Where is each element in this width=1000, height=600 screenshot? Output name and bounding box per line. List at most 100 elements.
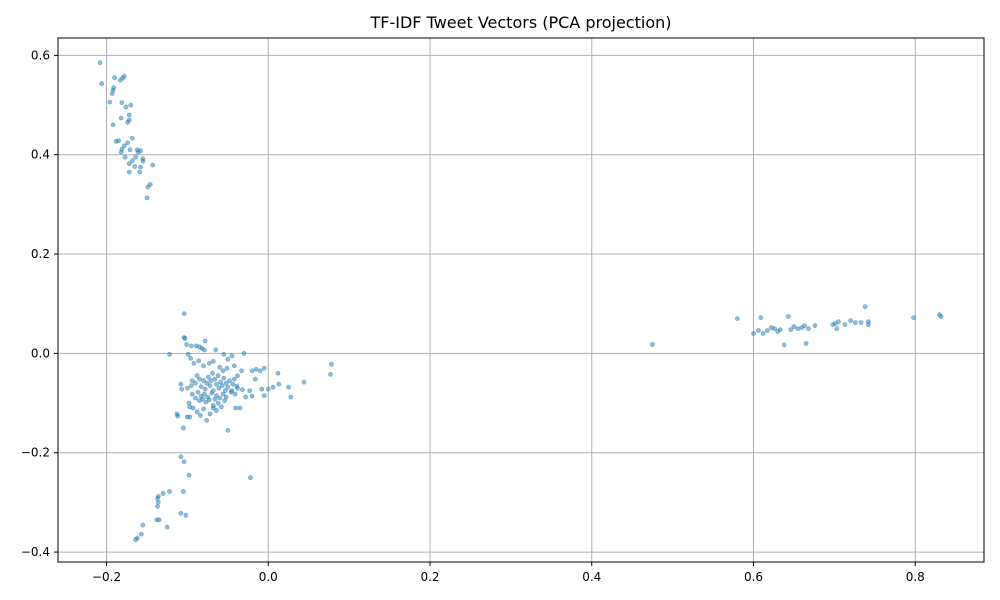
data-point xyxy=(205,374,211,380)
y-tick-label: −0.4 xyxy=(21,545,50,559)
data-point xyxy=(122,154,128,160)
data-point xyxy=(128,102,134,108)
data-point xyxy=(193,380,198,386)
data-point xyxy=(853,320,858,325)
data-point xyxy=(123,104,129,110)
data-point xyxy=(167,489,172,494)
data-point xyxy=(275,370,281,376)
x-tick-label: 0.8 xyxy=(906,570,925,584)
data-point xyxy=(270,384,276,390)
data-point xyxy=(328,371,333,377)
data-point xyxy=(112,75,117,81)
data-point xyxy=(181,311,187,317)
x-tick-label: −0.2 xyxy=(92,570,121,584)
data-point xyxy=(241,350,247,356)
data-point xyxy=(202,386,208,392)
data-point xyxy=(866,319,871,324)
data-point xyxy=(233,405,239,411)
data-point xyxy=(164,524,170,530)
data-point xyxy=(207,383,213,389)
data-point xyxy=(225,384,231,390)
data-point xyxy=(110,122,116,128)
data-point xyxy=(802,323,807,328)
data-point xyxy=(191,360,197,366)
data-point xyxy=(196,358,202,364)
data-point xyxy=(187,414,193,420)
data-point xyxy=(788,327,794,332)
data-point xyxy=(812,323,818,328)
data-point xyxy=(862,304,868,310)
data-point xyxy=(265,386,271,392)
data-point xyxy=(150,162,155,168)
data-point xyxy=(183,512,189,518)
data-point xyxy=(842,322,848,327)
data-point xyxy=(107,99,113,105)
data-point xyxy=(156,517,162,523)
data-point xyxy=(201,378,206,384)
data-point xyxy=(848,318,853,323)
data-point xyxy=(836,319,841,324)
data-point xyxy=(201,391,207,397)
data-point xyxy=(210,370,215,376)
data-point xyxy=(126,161,132,167)
data-point xyxy=(257,368,263,374)
data-point xyxy=(231,376,237,382)
data-point xyxy=(249,393,255,399)
data-point xyxy=(126,169,132,175)
data-point xyxy=(121,143,127,149)
data-point xyxy=(137,169,143,175)
data-point xyxy=(189,378,195,384)
data-point xyxy=(185,351,191,357)
data-point xyxy=(227,378,232,384)
y-tick-label: 0.6 xyxy=(31,48,50,62)
data-point xyxy=(133,537,138,542)
data-point xyxy=(222,388,228,393)
data-point xyxy=(127,147,133,153)
grid xyxy=(58,38,984,562)
data-point xyxy=(288,394,294,400)
data-point xyxy=(247,388,253,393)
data-point xyxy=(129,158,135,164)
data-point xyxy=(215,373,221,379)
data-point xyxy=(189,391,195,397)
data-point xyxy=(144,195,150,201)
data-point xyxy=(138,148,143,154)
data-point xyxy=(207,411,213,417)
data-point xyxy=(178,454,184,460)
data-point xyxy=(795,326,801,331)
data-point xyxy=(179,386,185,392)
data-point xyxy=(803,341,809,346)
data-point xyxy=(223,394,229,400)
data-point xyxy=(203,399,209,405)
data-point xyxy=(206,397,212,402)
data-point xyxy=(239,368,244,374)
data-point xyxy=(188,355,193,361)
data-point xyxy=(217,395,223,401)
data-point xyxy=(220,368,226,374)
data-point xyxy=(201,406,206,412)
data-point xyxy=(208,378,214,384)
data-point xyxy=(734,316,740,321)
data-point xyxy=(834,326,840,331)
data-point xyxy=(204,417,210,423)
data-point xyxy=(138,531,144,537)
data-point xyxy=(197,413,203,418)
data-point xyxy=(140,522,146,528)
data-point xyxy=(118,115,124,121)
data-point xyxy=(167,351,172,357)
data-point xyxy=(218,404,224,410)
data-point xyxy=(231,363,237,369)
data-point xyxy=(220,391,226,397)
data-point xyxy=(184,342,189,347)
data-point xyxy=(259,386,265,392)
data-point xyxy=(155,503,160,509)
data-point xyxy=(212,376,218,382)
data-point xyxy=(221,351,227,357)
data-point xyxy=(186,400,192,406)
data-point xyxy=(121,73,127,79)
data-point xyxy=(225,356,231,362)
data-point xyxy=(223,380,229,386)
data-point xyxy=(217,364,223,370)
data-point xyxy=(221,375,227,381)
